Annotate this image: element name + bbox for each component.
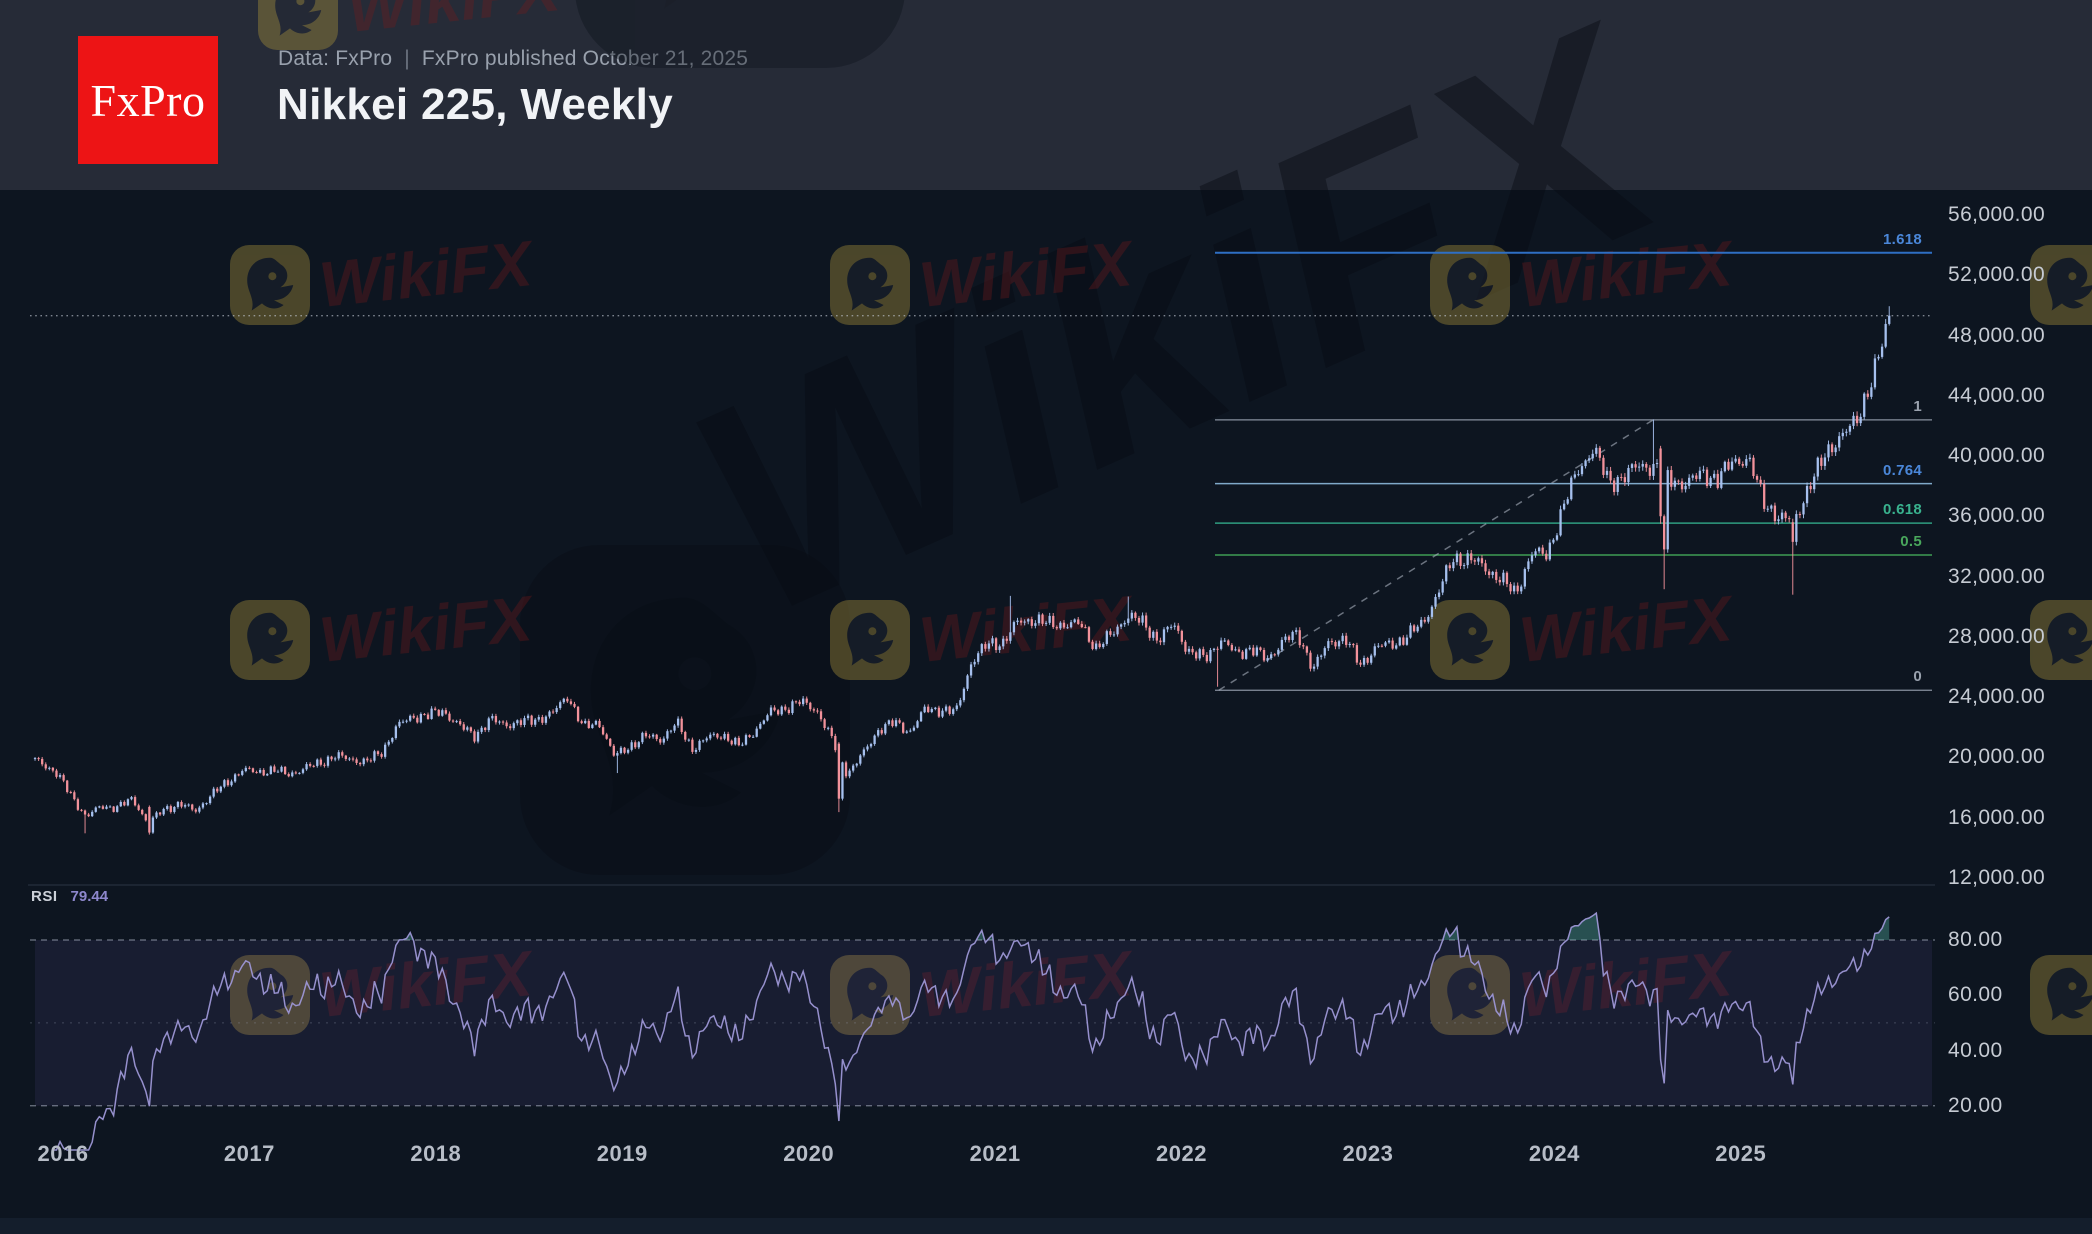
svg-text:WikiFX: WikiFX [916, 582, 1138, 676]
published-date: FxPro published October 21, 2025 [421, 47, 749, 70]
meta-separator: | [404, 47, 410, 70]
fib-level-label: 0.764 [1882, 461, 1922, 479]
price-axis-label: 28,000.00 [1948, 624, 2046, 648]
svg-text:WikiFX: WikiFX [316, 937, 538, 1031]
year-axis-label: 2025 [1715, 1141, 1767, 1166]
year-axis-label: 2021 [969, 1141, 1021, 1166]
price-axis-label: 48,000.00 [1948, 323, 2046, 347]
price-axis-label: 16,000.00 [1948, 805, 2046, 829]
year-axis-label: 2023 [1342, 1141, 1394, 1166]
year-axis-label: 2022 [1156, 1141, 1207, 1166]
rsi-indicator-label: RSI [31, 888, 58, 905]
fib-level-label: 1 [1913, 397, 1922, 415]
header: FxPro Data: FxPro | FxPro published Octobe… [0, 0, 2092, 190]
price-axis-label: 44,000.00 [1948, 383, 2046, 407]
svg-text:WikiFX: WikiFX [916, 227, 1138, 321]
rsi-axis-label: 20.00 [1948, 1093, 2003, 1117]
rsi-current-value: 79.44 [70, 888, 109, 905]
rsi-axis-label: 40.00 [1948, 1038, 2003, 1062]
page-title: Nikkei 225, Weekly [277, 80, 673, 129]
svg-text:WikiFX: WikiFX [916, 937, 1138, 1031]
year-axis-label: 2024 [1528, 1141, 1580, 1166]
price-axis-label: 36,000.00 [1948, 504, 2046, 528]
fib-level-label: 0.618 [1882, 501, 1922, 519]
rsi-axis-label: 60.00 [1948, 983, 2003, 1007]
svg-text:WikiFX: WikiFX [316, 582, 538, 676]
bottom-bar [0, 1218, 2092, 1234]
data-source-line: Data: FxPro | FxPro published October 21, … [278, 47, 748, 71]
fxpro-logo-text: FxPro [90, 74, 206, 126]
data-source-label: Data: FxPro [278, 47, 393, 70]
price-axis-label: 20,000.00 [1948, 745, 2046, 769]
rsi-axis-label: 80.00 [1948, 928, 2003, 951]
svg-text:WikiFX: WikiFX [1516, 937, 1738, 1031]
fib-level-label: 0.5 [1900, 533, 1922, 551]
price-axis-label: 24,000.00 [1948, 685, 2046, 708]
fib-level-label: 1.618 [1882, 230, 1922, 248]
fxpro-logo: FxPro [78, 36, 218, 164]
year-axis-label: 2018 [410, 1141, 462, 1166]
svg-text:WikiFX: WikiFX [1516, 582, 1738, 676]
price-axis-label: 56,000.00 [1948, 203, 2046, 226]
year-axis-label: 2017 [223, 1141, 275, 1166]
year-axis-label: 2019 [596, 1141, 648, 1166]
fib-level-label: 0 [1913, 668, 1922, 686]
year-axis-label: 2020 [783, 1141, 835, 1166]
price-axis-label: 32,000.00 [1948, 564, 2046, 588]
year-axis-label: 2016 [37, 1141, 89, 1166]
price-axis-label: 52,000.00 [1948, 263, 2046, 287]
price-axis-label: 12,000.00 [1948, 865, 2046, 889]
svg-text:WikiFX: WikiFX [1516, 227, 1738, 321]
rsi-legend: RSI 79.44 [31, 888, 108, 905]
price-axis-label: 40,000.00 [1948, 444, 2046, 467]
svg-text:WikiFX: WikiFX [316, 227, 538, 321]
